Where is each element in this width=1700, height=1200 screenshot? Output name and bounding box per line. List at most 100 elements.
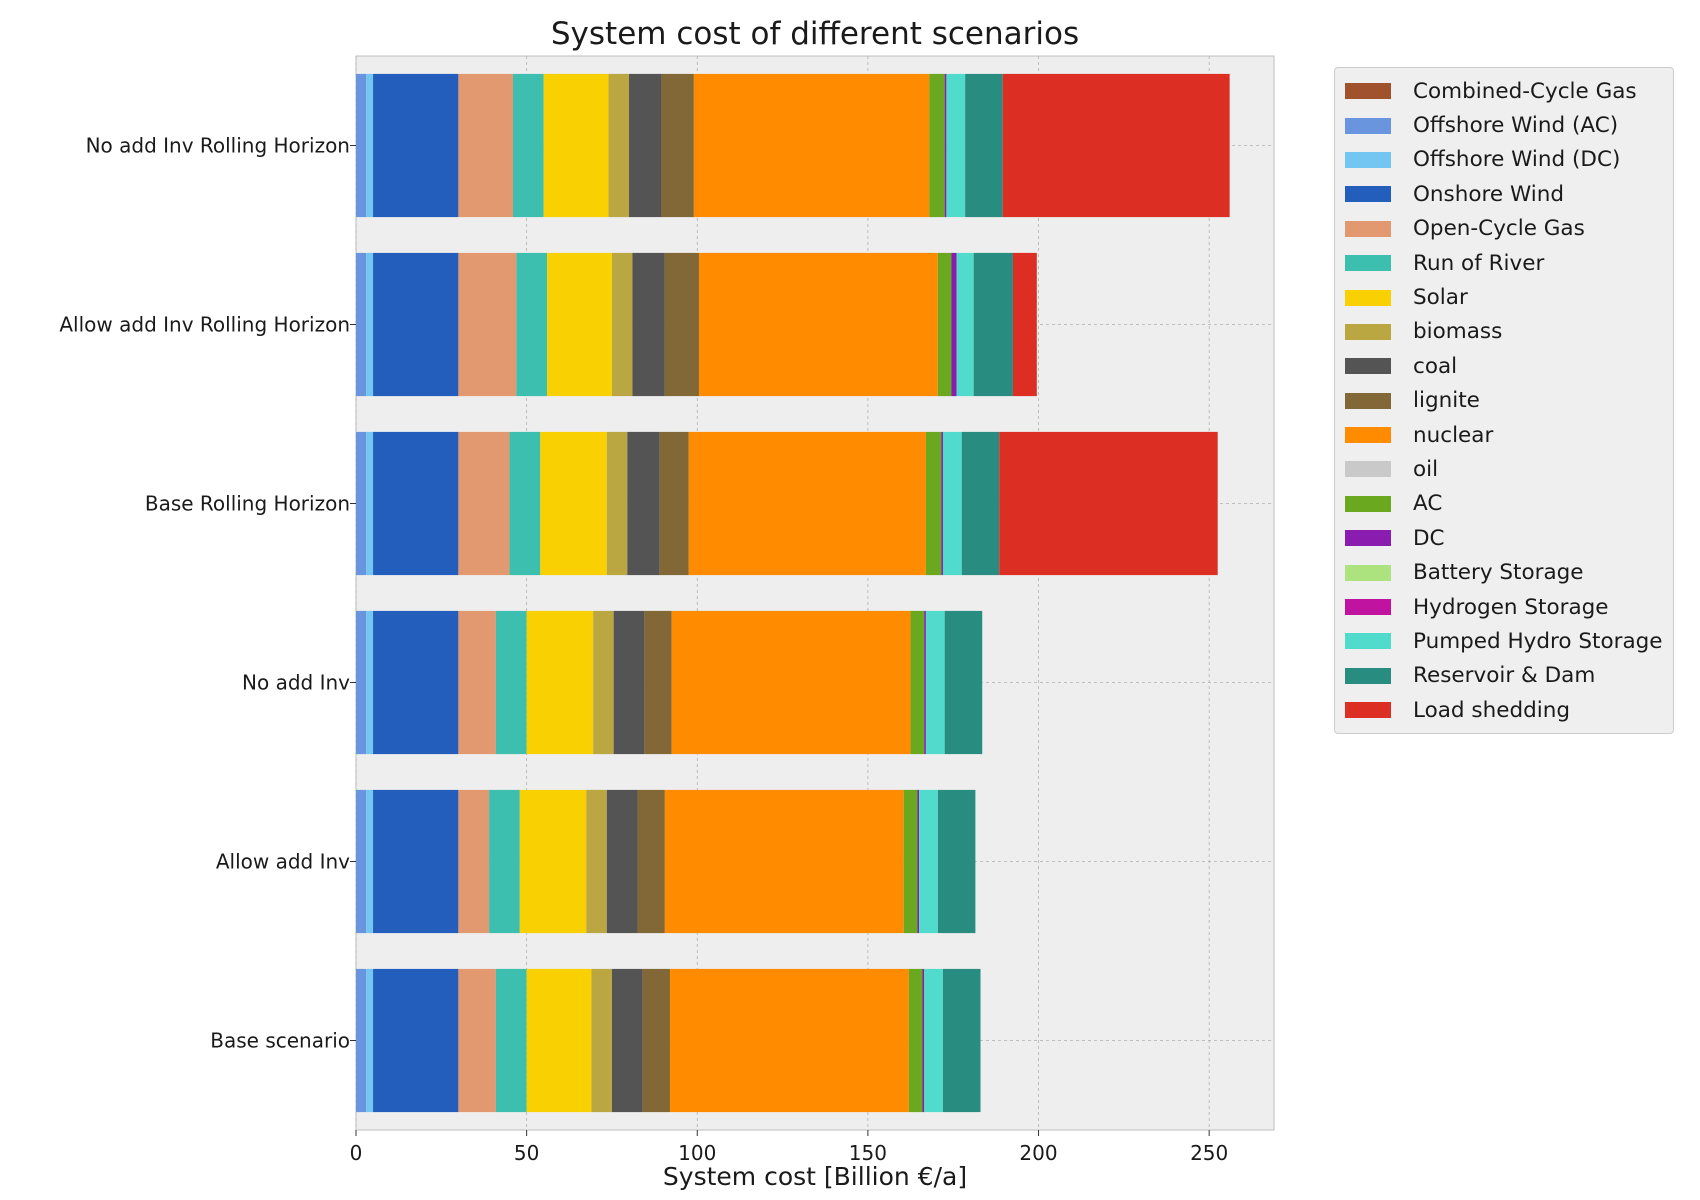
- legend-swatch: [1345, 667, 1391, 684]
- bar-segment: [373, 73, 459, 218]
- legend-label: Reservoir & Dam: [1413, 663, 1596, 689]
- x-tick-label: 100: [678, 1141, 716, 1165]
- legend-swatch: [1345, 702, 1391, 719]
- legend-label: biomass: [1413, 319, 1503, 345]
- x-tick-label: 50: [514, 1141, 539, 1165]
- bar-segment: [937, 789, 976, 934]
- bar-segment: [632, 252, 665, 397]
- legend-swatch: [1345, 495, 1391, 512]
- bar-segment: [637, 789, 665, 934]
- bar-segment: [941, 431, 943, 576]
- legend-item: DC: [1345, 521, 1673, 555]
- legend-label: Solar: [1413, 285, 1468, 311]
- legend-swatch: [1345, 564, 1391, 581]
- bar-segment: [591, 968, 612, 1113]
- bar-segment: [611, 968, 643, 1113]
- bar-segment: [373, 252, 459, 397]
- bar-segment: [698, 252, 938, 397]
- legend-item: Offshore Wind (AC): [1345, 108, 1673, 142]
- bar-segment: [961, 431, 1000, 576]
- bar-segment: [458, 252, 517, 397]
- bar-segment: [908, 968, 923, 1113]
- bar-segment: [593, 610, 614, 755]
- bar-segment: [526, 968, 592, 1113]
- legend-label: Pumped Hydro Storage: [1413, 628, 1663, 654]
- legend-item: Offshore Wind (DC): [1345, 143, 1673, 177]
- bar-segment: [458, 73, 513, 218]
- bar-segment: [547, 252, 612, 397]
- y-tick-label: Allow add Inv: [216, 850, 350, 874]
- bar-segment: [956, 252, 974, 397]
- bar-segment: [356, 610, 367, 755]
- legend-swatch: [1345, 255, 1391, 272]
- bar-segment: [608, 73, 630, 218]
- bars: [356, 73, 1230, 1113]
- legend-item: Solar: [1345, 280, 1673, 314]
- bar-segment: [495, 968, 527, 1113]
- bar-segment: [937, 252, 952, 397]
- legend-swatch: [1345, 151, 1391, 168]
- bar-segment: [611, 252, 633, 397]
- bar-segment: [458, 789, 490, 934]
- legend-item: nuclear: [1345, 418, 1673, 452]
- bar-segment: [356, 73, 367, 218]
- legend-label: Combined-Cycle Gas: [1413, 78, 1637, 104]
- legend-label: DC: [1413, 525, 1445, 551]
- legend-swatch: [1345, 599, 1391, 616]
- y-tick-label: Base scenario: [210, 1029, 350, 1053]
- bar-segment: [922, 968, 925, 1113]
- bar-segment: [659, 431, 689, 576]
- bar-segment: [366, 73, 374, 218]
- bar-segment: [693, 73, 930, 218]
- bar-segment: [613, 610, 645, 755]
- legend-swatch: [1345, 289, 1391, 306]
- bar-segment: [999, 431, 1218, 576]
- bar-segment: [1012, 252, 1037, 397]
- bar-segment: [540, 431, 607, 576]
- bar-segment: [629, 73, 662, 218]
- legend-swatch: [1345, 633, 1391, 650]
- plot-background: [355, 55, 1275, 1131]
- y-tick-label: Base Rolling Horizon: [145, 492, 350, 516]
- y-tick-label: No add Inv: [242, 671, 350, 695]
- legend: Combined-Cycle Gas Offshore Wind (AC) Offs…: [1334, 67, 1674, 735]
- bar-segment: [373, 968, 459, 1113]
- bar-segment: [661, 73, 694, 218]
- legend-item: lignite: [1345, 384, 1673, 418]
- legend-label: Onshore Wind: [1413, 181, 1564, 207]
- bar-segment: [919, 789, 938, 934]
- legend-label: Hydrogen Storage: [1413, 594, 1609, 620]
- legend-label: nuclear: [1413, 422, 1494, 448]
- bar-segment: [669, 968, 909, 1113]
- bar-segment: [495, 610, 527, 755]
- bar-segment: [951, 252, 957, 397]
- x-axis-label: System cost [Billion €/a]: [663, 1162, 967, 1191]
- legend-item: Hydrogen Storage: [1345, 590, 1673, 624]
- bar-segment: [606, 789, 638, 934]
- bar-segment: [946, 73, 966, 218]
- bar-segment: [942, 431, 962, 576]
- legend-label: Offshore Wind (AC): [1413, 113, 1619, 139]
- bar-segment: [519, 789, 587, 934]
- bar-segment: [373, 789, 459, 934]
- legend-swatch: [1345, 358, 1391, 375]
- legend-swatch: [1345, 461, 1391, 478]
- legend-label: Battery Storage: [1413, 560, 1584, 586]
- x-tick-labels: 0 50 100 150 200 250: [350, 1130, 1228, 1165]
- legend-label: Run of River: [1413, 250, 1545, 276]
- bar-segment: [688, 431, 926, 576]
- bar-segment: [903, 789, 918, 934]
- bar-segment: [373, 610, 459, 755]
- legend-item: Reservoir & Dam: [1345, 659, 1673, 693]
- bar-segment: [366, 610, 374, 755]
- legend-item: Pumped Hydro Storage: [1345, 624, 1673, 658]
- bar-segment: [489, 789, 520, 934]
- bar-segment: [366, 968, 374, 1113]
- bar-segment: [925, 610, 945, 755]
- legend-swatch: [1345, 392, 1391, 409]
- legend-swatch: [1345, 427, 1391, 444]
- legend-item: oil: [1345, 452, 1673, 486]
- legend-swatch: [1345, 530, 1391, 547]
- bar-segment: [356, 431, 367, 576]
- bar-segment: [671, 610, 911, 755]
